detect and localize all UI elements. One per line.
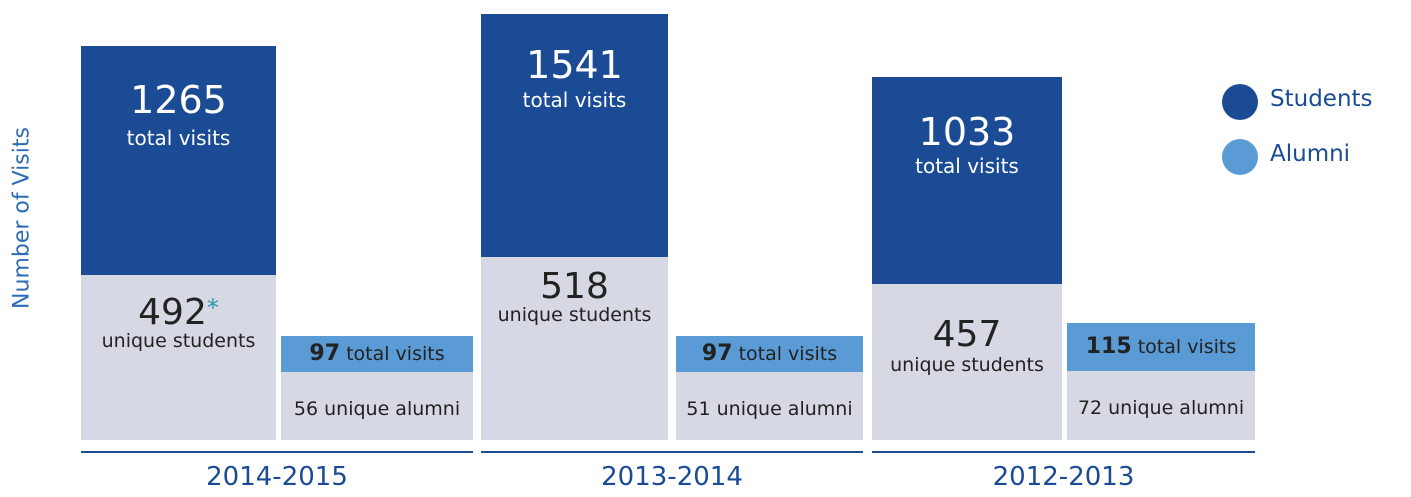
alumni-unique-row: 56 unique alumni xyxy=(281,398,473,420)
unique-value: 518 xyxy=(540,266,609,307)
total-label: total visits xyxy=(522,88,627,112)
alumni-total-label: total visits xyxy=(346,343,445,365)
alumni-total-row: 97 total visits xyxy=(676,341,863,366)
total-value: 1033 xyxy=(918,110,1016,154)
legend-swatch xyxy=(1222,139,1258,175)
unique-label: unique students xyxy=(497,304,652,326)
legend-label: Students xyxy=(1270,86,1373,112)
baseline-rule xyxy=(872,451,1255,453)
alumni-total-value: 115 xyxy=(1085,334,1132,359)
unique-value: 457 xyxy=(932,314,1002,355)
legend-label: Alumni xyxy=(1270,141,1351,167)
alumni-total-bar xyxy=(1067,323,1255,371)
unique-value: 492 xyxy=(138,292,207,333)
alumni-total-row: 97 total visits xyxy=(281,341,473,366)
alumni-unique-bar xyxy=(281,372,473,440)
student-total-bar xyxy=(872,77,1062,284)
alumni-unique-value: 72 xyxy=(1077,397,1103,419)
total-label: total visits xyxy=(915,154,1019,178)
footnote-marker: * xyxy=(206,294,219,322)
alumni-unique-label: unique alumni xyxy=(716,398,853,420)
total-label: total visits xyxy=(126,126,231,150)
student-unique-bar xyxy=(481,257,668,440)
alumni-unique-label: unique alumni xyxy=(324,398,461,420)
unique-row: 492* xyxy=(81,292,276,333)
alumni-unique-row: 72 unique alumni xyxy=(1067,397,1255,419)
alumni-total-row: 115 total visits xyxy=(1067,334,1255,359)
baseline-rule xyxy=(481,451,863,453)
alumni-unique-bar xyxy=(676,372,863,440)
total-value: 1541 xyxy=(526,43,623,87)
year-label: 2013-2014 xyxy=(601,462,743,492)
alumni-unique-row: 51 unique alumni xyxy=(676,398,863,420)
alumni-unique-value: 51 xyxy=(686,398,711,420)
alumni-total-label: total visits xyxy=(1137,336,1237,358)
alumni-unique-bar xyxy=(1067,371,1255,440)
year-label: 2012-2013 xyxy=(992,462,1135,492)
student-unique-bar xyxy=(81,275,276,440)
alumni-total-label: total visits xyxy=(738,343,838,365)
unique-label: unique students xyxy=(890,354,1044,376)
alumni-unique-value: 56 xyxy=(293,398,319,420)
y-axis-label: Number of Visits xyxy=(9,127,35,309)
legend-swatch xyxy=(1222,84,1258,120)
alumni-total-value: 97 xyxy=(701,341,733,366)
student-total-bar xyxy=(81,46,276,275)
alumni-total-bar xyxy=(281,336,473,372)
alumni-total-value: 97 xyxy=(309,341,341,366)
year-label: 2014-2015 xyxy=(206,462,348,492)
total-value: 1265 xyxy=(130,78,227,122)
student-total-bar xyxy=(481,14,668,257)
baseline-rule xyxy=(81,451,473,453)
unique-label: unique students xyxy=(101,330,256,352)
student-unique-bar xyxy=(872,284,1062,440)
alumni-unique-label: unique alumni xyxy=(1108,397,1245,419)
alumni-total-bar xyxy=(676,336,863,372)
unique-row: 518 xyxy=(481,266,668,307)
unique-row: 457 xyxy=(872,314,1062,355)
